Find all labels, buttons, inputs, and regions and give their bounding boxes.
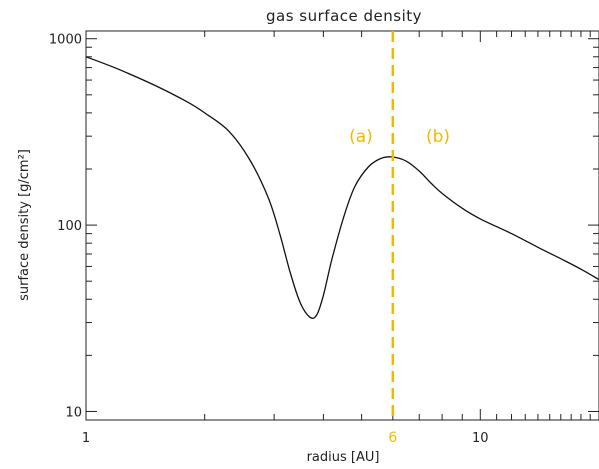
y-axis-label: surface density [g/cm²] — [17, 149, 32, 301]
y-tick-label: 100 — [57, 219, 82, 234]
y-tick-label: 10 — [65, 405, 82, 420]
x-tick-label: 1 — [82, 431, 90, 446]
region-a-label: (a) — [349, 127, 373, 147]
x-axis-label: radius [AU] — [307, 450, 380, 465]
chart-title: gas surface density — [266, 7, 422, 25]
x-tick-label: 10 — [472, 431, 489, 446]
y-tick-label: 1000 — [49, 33, 82, 48]
region-b-label: (b) — [426, 127, 450, 147]
boundary-label: 6 — [388, 430, 397, 446]
density-curve — [85, 56, 599, 319]
